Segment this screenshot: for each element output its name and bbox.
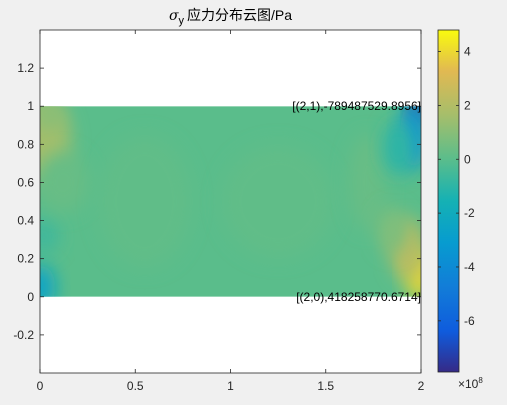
y-tick-label: 0.8 [17, 137, 34, 151]
x-tick-label: 0.5 [127, 379, 144, 393]
title-rest: 应力分布云图/Pa [187, 7, 292, 23]
x-tick-label: 1 [227, 379, 234, 393]
stress-feature [382, 121, 414, 175]
x-axis: 0 0.5 1 1.5 2 [37, 30, 425, 393]
point-annotation: [(2,0),418258770.6714] [296, 290, 421, 304]
y-tick-label: 0.2 [17, 252, 34, 266]
colorbar-multiplier-exponent: 8 [478, 376, 483, 385]
stress-feature [348, 134, 387, 231]
y-tick-label: 1.2 [17, 61, 34, 75]
title-sigma: σ [169, 8, 179, 24]
stress-feature [40, 151, 90, 213]
colorbar-gradient [437, 29, 460, 373]
y-tick-label: 0.6 [17, 175, 34, 189]
chart-title: σy 应力分布云图/Pa [169, 7, 292, 27]
stress-feature [220, 144, 336, 259]
stress-feature [40, 216, 60, 255]
colorbar-multiplier: ×108 [458, 376, 483, 391]
x-tick-label: 2 [418, 379, 425, 393]
stress-feature [97, 134, 193, 269]
point-annotation: [(2,1),-789487529.8956] [292, 99, 421, 113]
y-tick-label: -0.2 [13, 328, 34, 342]
colorbar-tick-label: -4 [464, 260, 475, 274]
stress-field [40, 106, 421, 297]
y-tick-label: 0 [27, 290, 34, 304]
x-tick-label: 0 [37, 379, 44, 393]
y-tick-label: 0.4 [17, 214, 34, 228]
colorbar-tick-label: 2 [464, 98, 471, 112]
colorbar: 4 2 0 -2 -4 -6 ×108 [437, 29, 483, 391]
colorbar-tick-label: -2 [464, 206, 475, 220]
stress-feature [377, 207, 408, 253]
stress-feature [40, 264, 56, 297]
title-subscript: y [179, 15, 185, 27]
x-tick-label: 1.5 [317, 379, 334, 393]
annotations: [(2,1),-789487529.8956] [(2,0),418258770.… [292, 99, 421, 304]
colorbar-tick-label: -6 [464, 314, 475, 328]
y-tick-label: 1 [27, 99, 34, 113]
stress-feature [40, 106, 65, 131]
colorbar-tick-label: 4 [464, 45, 471, 59]
y-axis: -0.2 0 0.2 0.4 0.6 0.8 1 1.2 [13, 61, 421, 342]
colorbar-tick-label: 0 [464, 152, 471, 166]
colorbar-multiplier-base: ×10 [458, 377, 479, 391]
